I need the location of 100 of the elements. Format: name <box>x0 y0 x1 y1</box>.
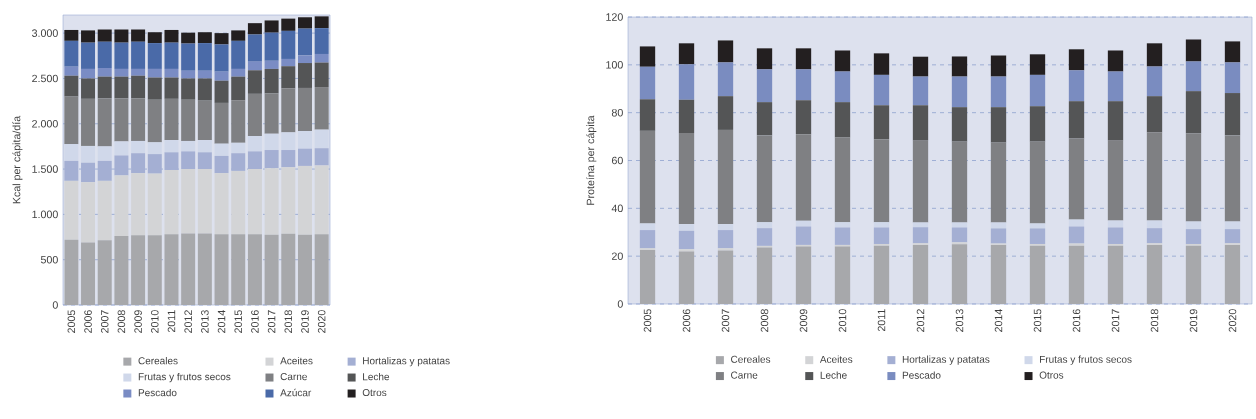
bar <box>247 70 262 94</box>
bar <box>197 169 212 234</box>
bar <box>81 78 96 99</box>
bar <box>756 102 773 136</box>
legend-label: Frutas y frutos secos <box>1040 355 1132 365</box>
bar <box>114 236 129 305</box>
bar <box>214 102 229 144</box>
bar <box>247 23 262 35</box>
x-tick-label: 2016 <box>251 310 259 333</box>
y-axis-title: Proteína per cápita <box>586 115 597 205</box>
bar <box>297 55 312 64</box>
bar <box>1146 66 1163 97</box>
legend-label: Pescado <box>138 388 177 397</box>
bar <box>97 29 112 42</box>
bar <box>114 98 129 142</box>
bar <box>1068 219 1085 227</box>
bar <box>231 40 246 69</box>
bar <box>214 80 229 103</box>
bar <box>1146 96 1163 133</box>
x-tick-label: 2018 <box>1150 309 1159 332</box>
bar <box>281 66 296 89</box>
bar <box>164 77 179 99</box>
bar <box>247 93 262 136</box>
bar <box>114 42 129 69</box>
bar <box>164 169 179 235</box>
x-tick-label: 2011 <box>877 309 886 332</box>
bar <box>990 244 1007 304</box>
bar <box>990 107 1007 143</box>
bar <box>314 129 329 149</box>
bar <box>678 64 695 100</box>
bar <box>717 250 734 304</box>
legend-label: Pescado <box>902 371 941 379</box>
bar <box>951 227 968 243</box>
bar <box>147 32 162 44</box>
bar <box>147 142 162 155</box>
bar <box>81 68 96 79</box>
bar <box>678 43 695 65</box>
bar <box>114 175 129 237</box>
bar <box>1185 221 1202 230</box>
legend-label: Aceites <box>280 357 313 365</box>
bar <box>678 224 695 231</box>
bar <box>64 180 79 240</box>
bar <box>756 228 773 246</box>
bar <box>678 251 695 304</box>
bar <box>147 77 162 100</box>
bar <box>1068 101 1085 139</box>
bar <box>97 240 112 305</box>
bar <box>834 227 851 245</box>
legend-label: Leche <box>363 372 390 381</box>
bar <box>795 246 812 304</box>
bar <box>873 53 890 75</box>
bar <box>181 99 196 141</box>
bar <box>231 234 246 305</box>
bar <box>181 43 196 71</box>
legend-label: Otros <box>1039 371 1064 379</box>
bar <box>795 220 812 227</box>
x-tick-label: 2014 <box>994 309 1003 332</box>
bar <box>795 100 812 135</box>
bar <box>81 98 96 146</box>
bar <box>1146 43 1163 67</box>
bar <box>164 234 179 305</box>
bar <box>1185 39 1202 62</box>
bar <box>990 76 1007 108</box>
bar <box>97 76 112 99</box>
bar <box>197 233 212 305</box>
x-tick-label: 2005 <box>643 309 652 332</box>
bar <box>990 142 1007 223</box>
legend-label: Hortalizas y patatas <box>902 355 990 365</box>
bar <box>147 154 162 174</box>
x-tick-label: 2005 <box>67 310 76 333</box>
bar <box>1185 61 1202 92</box>
legend-label: Carne <box>280 373 307 381</box>
bar <box>281 150 296 168</box>
bar <box>181 140 196 152</box>
bar <box>81 42 96 69</box>
bar <box>1107 50 1124 72</box>
bar <box>181 233 196 305</box>
legend-label: Frutas y frutos secos <box>138 372 231 383</box>
bar <box>147 68 162 78</box>
bar <box>164 42 179 69</box>
bar <box>314 87 329 130</box>
bar <box>64 29 79 41</box>
bar <box>297 17 312 29</box>
bar <box>147 173 162 236</box>
bar <box>678 230 695 250</box>
bar <box>756 69 773 103</box>
bar <box>131 153 146 174</box>
bar <box>717 248 734 251</box>
bar <box>97 98 112 147</box>
bar <box>1146 220 1163 229</box>
bar <box>247 34 262 62</box>
bar <box>951 222 968 228</box>
bar <box>834 246 851 304</box>
bar <box>1068 49 1085 71</box>
bar <box>247 234 262 305</box>
bar <box>197 70 212 79</box>
bar <box>1185 133 1202 222</box>
bar <box>197 78 212 101</box>
bar <box>281 233 296 305</box>
bar <box>64 40 79 67</box>
